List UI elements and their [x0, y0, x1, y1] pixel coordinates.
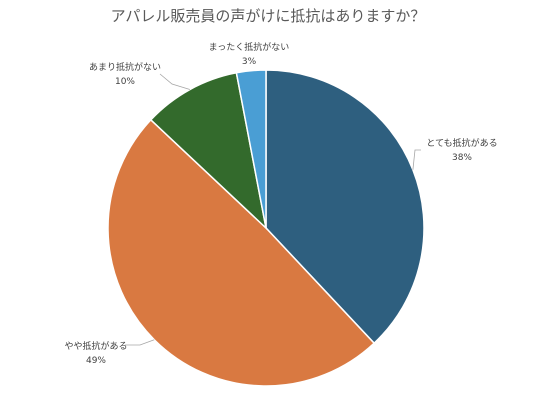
slice-percent-label: 49% [86, 356, 106, 366]
leader-line-2 [125, 339, 155, 346]
slice-category-label: とても抵抗がある [426, 137, 497, 149]
pie-slice-3 [149, 71, 268, 231]
slice-percent-label: 38% [452, 153, 472, 163]
pie-slices [107, 69, 425, 387]
pie-slice-4 [235, 69, 267, 229]
leader-line-3 [159, 73, 191, 90]
slice-category-label: まったく抵抗がない [209, 41, 290, 53]
pie-slice-2 [107, 118, 376, 387]
pie-slice-1 [265, 69, 425, 345]
leader-line-1 [412, 149, 421, 170]
slice-labels: とても抵抗がある 38% やや抵抗がある 49% あまり抵抗がない 10% まったく抵抗がな… [64, 41, 497, 366]
leader-lines [125, 73, 421, 346]
slice-category-label: やや抵抗がある [64, 340, 127, 352]
slice-category-label: あまり抵抗がない [89, 61, 161, 73]
chart-title: アパレル販売員の声がけに抵抗はありますか？ [111, 7, 426, 25]
slice-percent-label: 10% [115, 77, 135, 87]
slice-percent-label: 3% [242, 57, 257, 67]
